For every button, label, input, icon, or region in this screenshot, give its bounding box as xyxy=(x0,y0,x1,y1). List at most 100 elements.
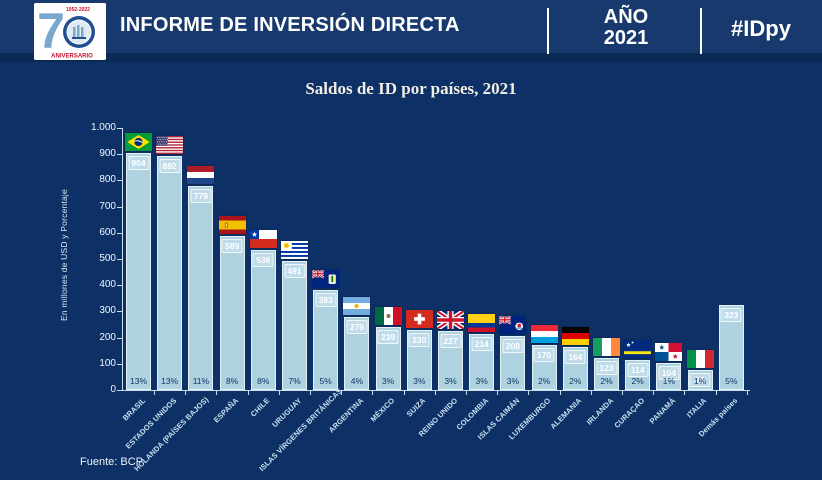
bar-italia: 75 1% xyxy=(687,370,713,390)
header-divider-2 xyxy=(700,8,702,54)
bar-demas-paises: 323 5% xyxy=(718,305,744,390)
bar-percentage-label: 11% xyxy=(192,376,210,386)
reino-unido-flag-icon xyxy=(437,311,464,329)
year-value: 2021 xyxy=(603,27,649,49)
y-axis-title: En millones de USD y Porcentaje xyxy=(59,189,69,321)
bar-panama: 104 1% xyxy=(656,363,682,390)
y-tick-mark xyxy=(117,154,122,156)
x-tick-mark xyxy=(590,391,592,395)
bar-reino-unido: 227 3% xyxy=(438,331,463,390)
bar-curacao: 114 2% xyxy=(625,360,651,390)
source-note: Fuente: BCP xyxy=(80,456,143,468)
mexico-flag-icon xyxy=(374,307,402,325)
year-badge: AÑO 2021 xyxy=(572,7,680,49)
y-tick-mark xyxy=(117,232,122,234)
svg-text:1952-2022: 1952-2022 xyxy=(66,7,90,13)
x-tick-mark xyxy=(247,391,249,395)
y-tick-mark xyxy=(117,259,122,260)
bar-value-label: 323 xyxy=(720,308,742,322)
bar-value-label: 114 xyxy=(627,363,649,377)
bar-mexico: 239 3% xyxy=(375,327,401,390)
y-tick-label: 100 xyxy=(99,357,116,369)
curacao-flag-icon xyxy=(624,340,652,358)
bar-value-label: 536 xyxy=(252,253,274,267)
x-tick-mark xyxy=(528,391,530,395)
x-axis-line xyxy=(122,390,750,391)
x-tick-mark xyxy=(434,391,436,395)
bar-colombia: 214 3% xyxy=(469,334,495,390)
hashtag-label: #IDpy xyxy=(731,16,791,41)
y-tick-label: 800 xyxy=(99,174,116,186)
italia-flag-icon xyxy=(686,350,714,368)
y-tick-mark xyxy=(117,180,122,182)
brasil-flag-icon xyxy=(125,133,152,151)
x-tick-mark xyxy=(278,391,280,395)
bar-islas-caiman: 208 3% xyxy=(500,336,526,390)
bar-percentage-label: 8% xyxy=(225,376,239,386)
bar-value-label: 75 xyxy=(689,373,711,387)
bar-value-label: 123 xyxy=(596,361,617,375)
bar-percentage-label: 8% xyxy=(257,376,270,386)
y-tick-label: 900 xyxy=(99,148,116,160)
x-tick-mark xyxy=(622,391,623,395)
bar-value-label: 214 xyxy=(471,337,493,351)
header-divider-stripe xyxy=(0,53,822,62)
report-title: INFORME DE INVERSIÓN DIRECTA xyxy=(120,14,460,36)
irlanda-flag-icon xyxy=(593,338,620,356)
x-tick-mark xyxy=(310,391,311,395)
x-tick-mark xyxy=(341,391,343,395)
y-tick-label: 0 xyxy=(110,384,116,395)
bar-percentage-label: 1% xyxy=(693,376,707,386)
suiza-flag-icon xyxy=(405,310,433,328)
y-axis-line xyxy=(122,128,123,390)
chile-flag-icon xyxy=(249,230,277,248)
x-tick-mark xyxy=(403,391,405,395)
x-tick-mark xyxy=(216,391,218,395)
x-tick-mark xyxy=(684,391,686,395)
bar-argentina: 279 4% xyxy=(344,317,370,390)
y-tick-label: 500 xyxy=(99,253,116,264)
bar-holanda: 779 11% xyxy=(188,186,214,390)
bar-luxemburgo: 170 2% xyxy=(531,345,557,390)
y-tick-label: 1.000 xyxy=(90,122,116,133)
holanda-flag-icon xyxy=(187,166,215,184)
y-tick-mark xyxy=(117,285,122,287)
bar-percentage-label: 2% xyxy=(569,376,582,386)
x-tick-mark xyxy=(715,391,717,395)
islas-virgenes-britanicas-flag-icon xyxy=(312,270,340,288)
bar-value-label: 104 xyxy=(658,366,680,380)
bar-value-label: 227 xyxy=(440,334,461,348)
header-divider-1 xyxy=(547,8,549,54)
colombia-flag-icon xyxy=(468,314,496,332)
y-tick-mark xyxy=(117,390,122,391)
y-tick-mark xyxy=(117,128,122,129)
bar-percentage-label: 3% xyxy=(381,376,395,386)
panama-flag-icon xyxy=(655,343,683,361)
y-tick-label: 200 xyxy=(99,331,116,343)
header-bar xyxy=(0,0,822,53)
bar-percentage-label: 5% xyxy=(319,376,332,386)
bar-percentage-label: 2% xyxy=(537,376,551,386)
bar-percentage-label: 13% xyxy=(161,376,179,386)
bar-value-label: 383 xyxy=(315,293,337,307)
bar-percentage-label: 4% xyxy=(350,376,364,386)
alemania-flag-icon xyxy=(561,327,589,345)
x-tick-mark xyxy=(653,391,655,395)
y-tick-label: 300 xyxy=(99,305,116,317)
bar-percentage-label: 1% xyxy=(662,376,676,386)
bar-value-label: 208 xyxy=(502,339,524,353)
y-tick-mark xyxy=(117,337,122,339)
y-tick-label: 400 xyxy=(99,279,116,291)
y-tick-mark xyxy=(117,206,122,208)
bar-percentage-label: 5% xyxy=(725,376,738,386)
year-label: AÑO xyxy=(603,6,649,28)
bar-value-label: 164 xyxy=(564,350,586,364)
luxemburgo-flag-icon xyxy=(530,325,558,343)
bar-irlanda: 123 2% xyxy=(594,358,619,390)
y-tick-mark xyxy=(117,363,122,365)
bar-value-label: 279 xyxy=(346,320,368,334)
bar-value-label: 892 xyxy=(159,159,181,173)
bar-value-label: 230 xyxy=(408,333,430,347)
bcp-70th-anniversary-logo-icon: 1952-2022 7 ANIVERSARIO xyxy=(34,3,106,60)
bar-value-label: 779 xyxy=(190,189,212,203)
